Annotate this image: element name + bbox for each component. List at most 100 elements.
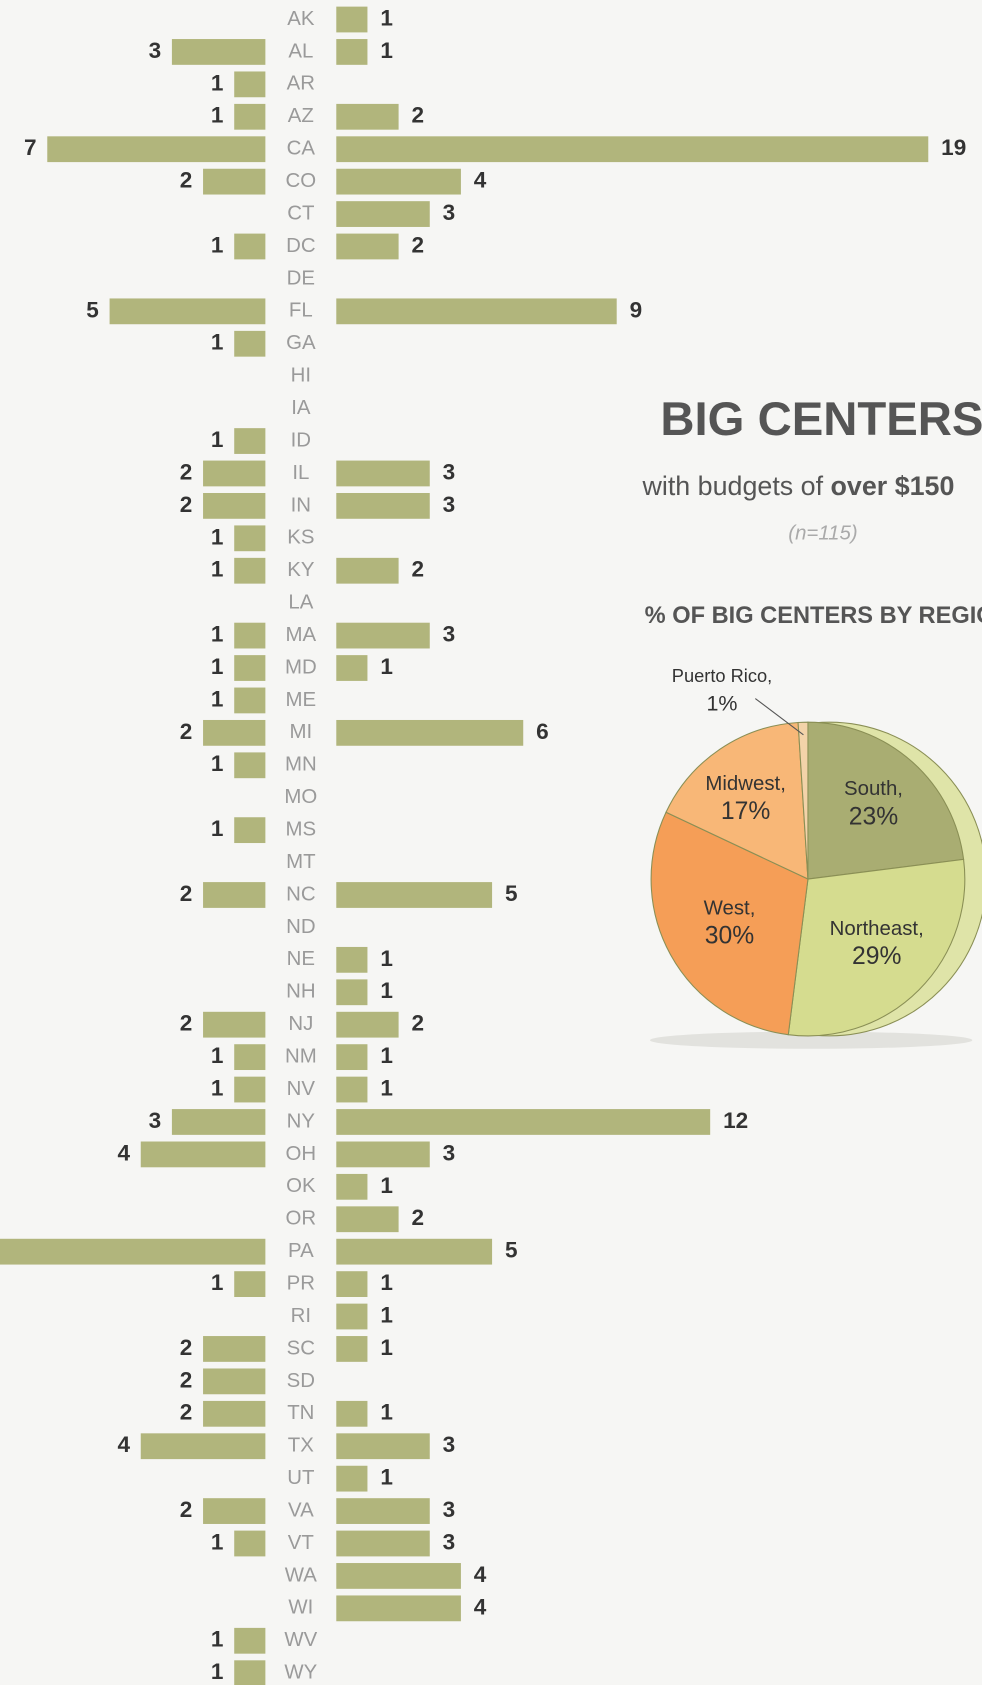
bar-right <box>336 655 368 681</box>
state-label: AZ <box>288 105 314 127</box>
pie-slice <box>807 721 965 880</box>
state-label: AL <box>288 40 313 62</box>
state-label: CO <box>286 170 317 192</box>
bar-left <box>234 330 266 357</box>
bar-right <box>336 1336 368 1362</box>
bar-left <box>203 460 266 487</box>
value-label: 2 <box>180 1497 193 1522</box>
state-label: KY <box>287 559 315 581</box>
state-label: VA <box>288 1499 314 1521</box>
bar-left <box>203 492 266 519</box>
value-label: 5 <box>505 881 518 906</box>
bar-right <box>336 622 430 649</box>
state-label: TX <box>288 1435 314 1457</box>
state-label: WV <box>284 1629 317 1651</box>
value-label: 2 <box>180 1011 193 1036</box>
state-label: ID <box>291 429 311 451</box>
bar-left <box>203 882 266 908</box>
state-label: AK <box>287 8 315 30</box>
value-label: 2 <box>411 232 424 257</box>
value-label: 1 <box>211 70 224 95</box>
value-label: 1 <box>211 1076 224 1101</box>
value-label: 1 <box>380 38 393 63</box>
state-label: MI <box>289 721 312 743</box>
value-label: 1 <box>380 1465 393 1490</box>
bar-left <box>234 817 266 844</box>
bar-left <box>234 1530 266 1557</box>
state-label: UT <box>287 1467 314 1489</box>
slice-value: 1% <box>706 692 737 716</box>
bar-right <box>336 1141 430 1168</box>
bar-right <box>336 1530 430 1557</box>
value-label: 6 <box>536 719 549 744</box>
bar-left <box>234 622 266 649</box>
value-label: 4 <box>474 1562 487 1587</box>
pie-slice <box>797 721 809 880</box>
value-label: 1 <box>380 1076 393 1101</box>
value-label: 3 <box>443 200 456 225</box>
slice-value: 23% <box>849 803 898 830</box>
value-label: 1 <box>211 751 224 776</box>
state-label: NE <box>287 948 315 970</box>
bar-left <box>203 1336 266 1362</box>
value-label: 9 <box>630 297 643 322</box>
value-label: 3 <box>149 38 162 63</box>
bar-left <box>234 1044 266 1071</box>
bar-right <box>336 298 617 325</box>
bar-left <box>0 1238 266 1265</box>
state-label: NM <box>285 1046 317 1068</box>
value-label: 1 <box>380 1043 393 1068</box>
value-label: 2 <box>180 168 193 193</box>
value-label: 2 <box>180 459 193 484</box>
state-label: ND <box>286 916 315 938</box>
state-label: OR <box>286 1208 317 1230</box>
slice-name: West, <box>704 898 756 920</box>
state-label: MD <box>285 656 317 678</box>
sample-note: (n=115) <box>788 523 857 545</box>
value-label: 1 <box>211 103 224 128</box>
state-label: DE <box>287 267 315 289</box>
bar-left <box>234 103 266 130</box>
bar-right <box>336 1595 461 1622</box>
value-label: 1 <box>211 1043 224 1068</box>
value-label: 1 <box>380 1302 393 1327</box>
value-label: 1 <box>211 816 224 841</box>
state-label: FL <box>289 300 313 322</box>
bar-left <box>203 1368 266 1395</box>
bar-left <box>234 687 266 714</box>
bar-left <box>234 752 266 779</box>
bar-right <box>336 1303 368 1330</box>
pie-title: % OF BIG CENTERS BY REGION <box>645 603 982 629</box>
state-label: CT <box>287 202 314 224</box>
bar-right <box>336 1563 461 1589</box>
bar-left <box>203 1400 266 1427</box>
value-label: 3 <box>443 492 456 517</box>
state-label: GA <box>286 332 316 354</box>
value-label: 3 <box>443 1497 456 1522</box>
bar-right <box>336 39 368 65</box>
value-label: 3 <box>443 1140 456 1165</box>
slice-value: 29% <box>852 943 901 970</box>
bar-right <box>336 1109 711 1135</box>
state-label: PR <box>287 1272 315 1294</box>
bar-left <box>171 1109 266 1135</box>
state-label: NV <box>287 1078 316 1100</box>
value-label: 1 <box>211 1627 224 1652</box>
bar-right <box>336 1011 399 1038</box>
title: BIG CENTERS <box>660 393 982 446</box>
value-label: 12 <box>723 1108 748 1133</box>
state-label: ME <box>286 689 317 711</box>
slice-name: Midwest, <box>705 773 786 795</box>
state-label: IA <box>291 397 311 419</box>
state-label: KS <box>287 527 314 549</box>
value-label: 3 <box>443 622 456 647</box>
bar-left <box>203 1498 266 1524</box>
bar-left <box>234 1271 266 1297</box>
bar-left <box>203 719 266 746</box>
value-label: 1 <box>380 946 393 971</box>
value-label: 1 <box>211 1529 224 1554</box>
state-label: WA <box>285 1564 318 1586</box>
state-label: VT <box>288 1532 314 1554</box>
state-label: MT <box>286 851 315 873</box>
state-label: PA <box>288 1240 314 1262</box>
